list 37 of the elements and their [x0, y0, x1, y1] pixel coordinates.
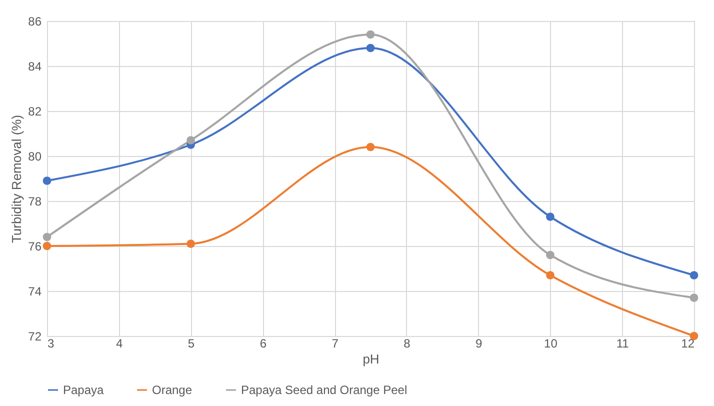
y-axis-title: Turbidity Removal (%) [9, 114, 24, 244]
x-tick-label: 11 [616, 336, 630, 350]
x-tick-label: 4 [116, 336, 124, 350]
point [186, 136, 195, 144]
y-tick-label: 72 [28, 330, 42, 344]
legend-label: Orange [152, 383, 192, 397]
y-tick-label: 82 [28, 104, 42, 118]
point [42, 232, 52, 242]
x-tick-label: 6 [260, 336, 267, 350]
y-tick-label: 84 [28, 60, 42, 74]
point [42, 176, 52, 185]
point [546, 271, 554, 280]
point [42, 242, 52, 250]
x-tick-label: 3 [48, 336, 54, 350]
point [366, 30, 375, 39]
x-tick-label: 5 [188, 336, 195, 350]
x-tick-label: 9 [475, 336, 482, 350]
point [546, 212, 554, 221]
x-tick-label: 8 [404, 336, 411, 350]
legend-label: Papaya [63, 383, 104, 397]
y-tick-label: 74 [28, 284, 42, 298]
point [690, 332, 698, 340]
y-tick-label: 78 [28, 194, 42, 208]
y-tick-label: 80 [28, 150, 42, 164]
point [546, 250, 554, 260]
point [366, 44, 375, 52]
x-axis-title: pH [362, 352, 380, 366]
y-tick-label: 76 [28, 240, 42, 254]
point [690, 271, 698, 280]
x-tick-label: 12 [681, 336, 695, 350]
point [366, 142, 375, 152]
x-tick-label: 10 [544, 336, 558, 350]
x-tick-label: 7 [332, 336, 339, 350]
point [186, 240, 195, 248]
y-tick-label: 86 [28, 14, 42, 28]
point [690, 294, 698, 302]
legend-label: Papaya Seed and Orange Peel [241, 383, 408, 397]
